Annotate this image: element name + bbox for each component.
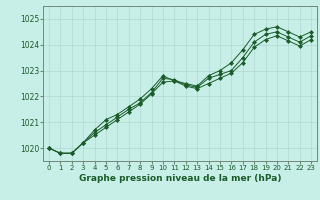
- X-axis label: Graphe pression niveau de la mer (hPa): Graphe pression niveau de la mer (hPa): [79, 174, 281, 183]
